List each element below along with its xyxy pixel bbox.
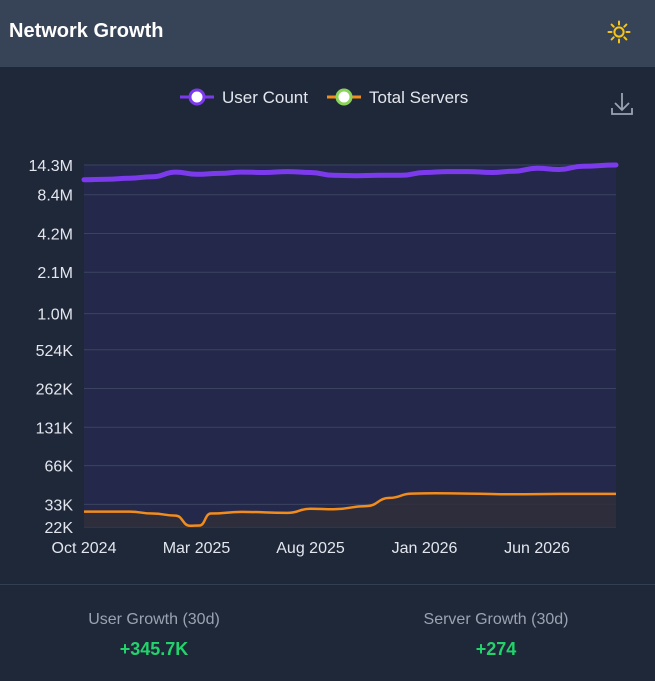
x-tick-label: Aug 2025 [276, 540, 345, 557]
y-tick-label: 4.2M [37, 226, 73, 243]
download-icon[interactable] [611, 93, 633, 115]
server-area-fill [84, 493, 616, 527]
stats-footer: User Growth (30d) +345.7K Server Growth … [0, 584, 655, 681]
server-growth-stat: Server Growth (30d) +274 [386, 611, 606, 660]
server-growth-label: Server Growth (30d) [423, 611, 569, 628]
y-tick-label: 66K [45, 459, 74, 476]
x-tick-label: Mar 2025 [163, 540, 231, 557]
series-line-user-count [81, 162, 619, 183]
y-tick-label: 1.0M [37, 307, 73, 324]
legend-user-count-label: User Count [222, 88, 308, 107]
x-tick-label: Jan 2026 [392, 540, 458, 557]
y-tick-label: 22K [45, 520, 74, 537]
y-tick-label: 131K [36, 420, 74, 437]
y-tick-label: 2.1M [37, 265, 73, 282]
chart-title: Network Growth [9, 20, 164, 42]
legend-total-servers-marker [335, 88, 353, 106]
user-growth-stat: User Growth (30d) +345.7K [44, 611, 264, 660]
server-growth-value: +274 [475, 639, 517, 659]
legend-user-count-marker [188, 88, 206, 106]
card-header: Network Growth [0, 0, 655, 67]
network-growth-chart: 22K 33K 66K 131K 262K 524K 1.0M 2.1M 4.2M 8.4M 14.… [29, 88, 633, 557]
y-tick-label: 8.4M [37, 188, 73, 205]
y-tick-label: 14.3M [29, 158, 73, 175]
chart-area: 22K 33K 66K 131K 262K 524K 1.0M 2.1M 4.2M 8.4M 14.… [0, 67, 655, 584]
sun-icon[interactable] [606, 19, 632, 45]
y-tick-label: 524K [36, 343, 74, 360]
series-line-total-servers [84, 491, 616, 527]
x-tick-label: Jun 2026 [504, 540, 570, 557]
y-tick-label: 262K [36, 382, 74, 399]
plot-background [84, 165, 616, 527]
y-tick-label: 33K [45, 497, 74, 514]
legend-total-servers-label: Total Servers [369, 88, 468, 107]
user-growth-value: +345.7K [119, 639, 189, 659]
user-growth-label: User Growth (30d) [88, 611, 220, 628]
x-tick-label: Oct 2024 [52, 540, 117, 557]
